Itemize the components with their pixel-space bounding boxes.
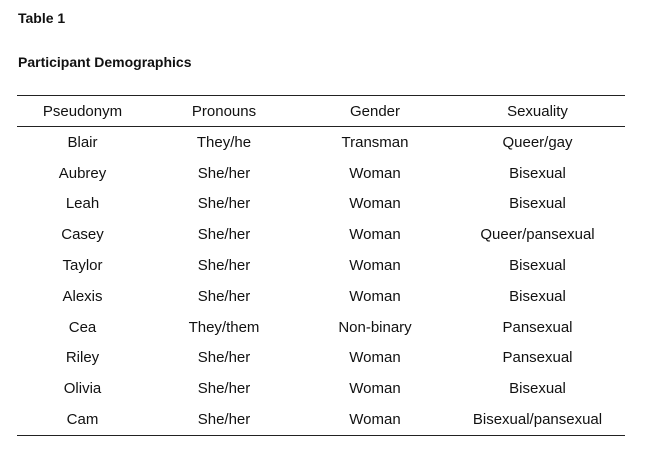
cell-pronouns: She/her xyxy=(197,349,251,367)
column-header-pseudonym: Pseudonym xyxy=(17,95,148,127)
cell-pronouns: They/he xyxy=(196,133,252,151)
demographics-table: Pseudonym Pronouns Gender Sexuality Blai… xyxy=(17,95,625,436)
table-row: Cam She/her Woman Bisexual/pansexual xyxy=(17,404,625,436)
cell-sexuality: Queer/pansexual xyxy=(480,226,595,244)
cell-gender: Non-binary xyxy=(338,318,412,336)
cell-sexuality: Pansexual xyxy=(502,318,573,336)
cell-pseudonym: Aubrey xyxy=(58,164,107,182)
cell-pseudonym: Cam xyxy=(17,404,148,436)
table-row: Olivia She/her Woman Bisexual xyxy=(17,373,625,404)
cell-gender: Woman xyxy=(349,195,401,213)
column-header-sexuality: Sexuality xyxy=(450,95,625,127)
table-row: Blair They/he Transman Queer/gay xyxy=(17,127,625,158)
cell-sexuality: Queer/gay xyxy=(502,133,573,151)
cell-pseudonym: Cea xyxy=(68,318,97,336)
cell-sexuality: Bisexual xyxy=(509,380,566,398)
demographics-table-container: Pseudonym Pronouns Gender Sexuality Blai… xyxy=(17,95,625,436)
cell-gender: Woman xyxy=(300,404,450,436)
cell-pronouns: She/her xyxy=(197,257,251,275)
cell-pseudonym: Blair xyxy=(67,133,98,151)
cell-pronouns: She/her xyxy=(197,380,251,398)
cell-gender: Woman xyxy=(349,380,401,398)
cell-pseudonym: Riley xyxy=(65,349,100,367)
table-row: Alexis She/her Woman Bisexual xyxy=(17,281,625,312)
cell-pronouns: She/her xyxy=(197,287,251,305)
cell-pronouns: She/her xyxy=(197,195,251,213)
cell-pronouns: They/them xyxy=(188,318,260,336)
cell-pronouns: She/her xyxy=(197,164,251,182)
table-row: Riley She/her Woman Pansexual xyxy=(17,343,625,374)
cell-pronouns: She/her xyxy=(148,404,300,436)
header-row: Pseudonym Pronouns Gender Sexuality xyxy=(17,95,625,127)
table-row: Leah She/her Woman Bisexual xyxy=(17,189,625,220)
column-header-pronouns: Pronouns xyxy=(148,95,300,127)
cell-gender: Woman xyxy=(349,257,401,275)
cell-pseudonym: Olivia xyxy=(63,380,102,398)
cell-gender: Woman xyxy=(349,226,401,244)
cell-pseudonym: Casey xyxy=(61,226,104,244)
table-row: Aubrey She/her Woman Bisexual xyxy=(17,158,625,189)
cell-pseudonym: Taylor xyxy=(62,257,103,275)
table-row: Cea They/them Non-binary Pansexual xyxy=(17,312,625,343)
table-body: Blair They/he Transman Queer/gay Aubrey … xyxy=(17,127,625,436)
cell-sexuality: Pansexual xyxy=(502,349,573,367)
cell-sexuality: Bisexual/pansexual xyxy=(450,404,625,436)
cell-pseudonym: Alexis xyxy=(62,287,103,305)
cell-gender: Woman xyxy=(349,164,401,182)
cell-gender: Transman xyxy=(341,133,409,151)
cell-gender: Woman xyxy=(349,349,401,367)
cell-gender: Woman xyxy=(349,287,401,305)
table-number: Table 1 xyxy=(18,10,66,26)
table-header: Pseudonym Pronouns Gender Sexuality xyxy=(17,95,625,127)
cell-pronouns: She/her xyxy=(197,226,251,244)
cell-sexuality: Bisexual xyxy=(509,195,566,213)
table-row: Casey She/her Woman Queer/pansexual xyxy=(17,219,625,250)
cell-sexuality: Bisexual xyxy=(509,164,566,182)
table-title: Participant Demographics xyxy=(18,54,192,70)
column-header-gender: Gender xyxy=(300,95,450,127)
cell-sexuality: Bisexual xyxy=(509,257,566,275)
table-row: Taylor She/her Woman Bisexual xyxy=(17,250,625,281)
cell-pseudonym: Leah xyxy=(65,195,100,213)
cell-sexuality: Bisexual xyxy=(509,287,566,305)
